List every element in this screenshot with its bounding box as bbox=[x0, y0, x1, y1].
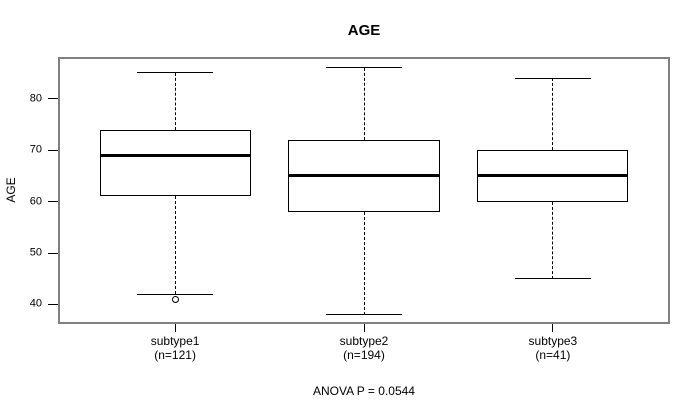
y-tick-50 bbox=[48, 252, 58, 254]
y-tick-label-40: 40 bbox=[29, 297, 42, 310]
y-tick-40 bbox=[48, 303, 58, 305]
median-subtype1 bbox=[99, 153, 251, 157]
upper-whisker-cap-subtype2 bbox=[326, 67, 402, 69]
x-label-name-subtype3: subtype3 bbox=[528, 334, 578, 348]
x-label-subtype1: subtype1 (n=121) bbox=[100, 334, 250, 362]
upper-whisker-subtype1 bbox=[174, 72, 176, 130]
x-label-count-subtype1: (n=121) bbox=[154, 348, 196, 362]
x-label-subtype3: subtype3 (n=41) bbox=[478, 334, 628, 362]
chart-title: AGE bbox=[347, 22, 381, 39]
lower-whisker-cap-subtype3 bbox=[515, 278, 591, 280]
x-label-subtype2: subtype2 (n=194) bbox=[289, 334, 439, 362]
lower-whisker-subtype2 bbox=[363, 211, 365, 315]
y-tick-label-70: 70 bbox=[29, 143, 42, 156]
y-tick-60 bbox=[48, 201, 58, 203]
y-tick-70 bbox=[48, 149, 58, 151]
y-tick-label-80: 80 bbox=[29, 92, 42, 105]
upper-whisker-subtype3 bbox=[552, 78, 554, 151]
x-label-count-subtype3: (n=41) bbox=[535, 348, 571, 362]
x-label-name-subtype2: subtype2 bbox=[339, 334, 389, 348]
anova-p-label: ANOVA P = 0.0544 bbox=[313, 384, 415, 398]
median-subtype3 bbox=[477, 174, 629, 178]
box-subtype1 bbox=[99, 129, 251, 197]
upper-whisker-cap-subtype3 bbox=[515, 77, 591, 79]
outlier-subtype1-41 bbox=[171, 295, 179, 303]
x-label-count-subtype2: (n=194) bbox=[343, 348, 385, 362]
y-tick-label-60: 60 bbox=[29, 195, 42, 208]
lower-whisker-cap-subtype2 bbox=[326, 314, 402, 316]
median-subtype2 bbox=[288, 174, 440, 178]
y-tick-label-50: 50 bbox=[29, 246, 42, 259]
x-tick-subtype2 bbox=[363, 324, 365, 332]
x-tick-subtype3 bbox=[552, 324, 554, 332]
lower-whisker-subtype3 bbox=[552, 201, 554, 279]
x-label-name-subtype1: subtype1 bbox=[150, 334, 200, 348]
lower-whisker-subtype1 bbox=[174, 196, 176, 295]
x-tick-subtype1 bbox=[174, 324, 176, 332]
upper-whisker-subtype2 bbox=[363, 67, 365, 140]
plot-area: 40 50 60 70 80 subtype1 (n=121) subtype2 (n=194)… bbox=[30, 57, 670, 362]
plot-frame bbox=[58, 57, 670, 324]
lower-whisker-cap-subtype1 bbox=[137, 293, 213, 295]
upper-whisker-cap-subtype1 bbox=[137, 72, 213, 74]
y-tick-80 bbox=[48, 98, 58, 100]
